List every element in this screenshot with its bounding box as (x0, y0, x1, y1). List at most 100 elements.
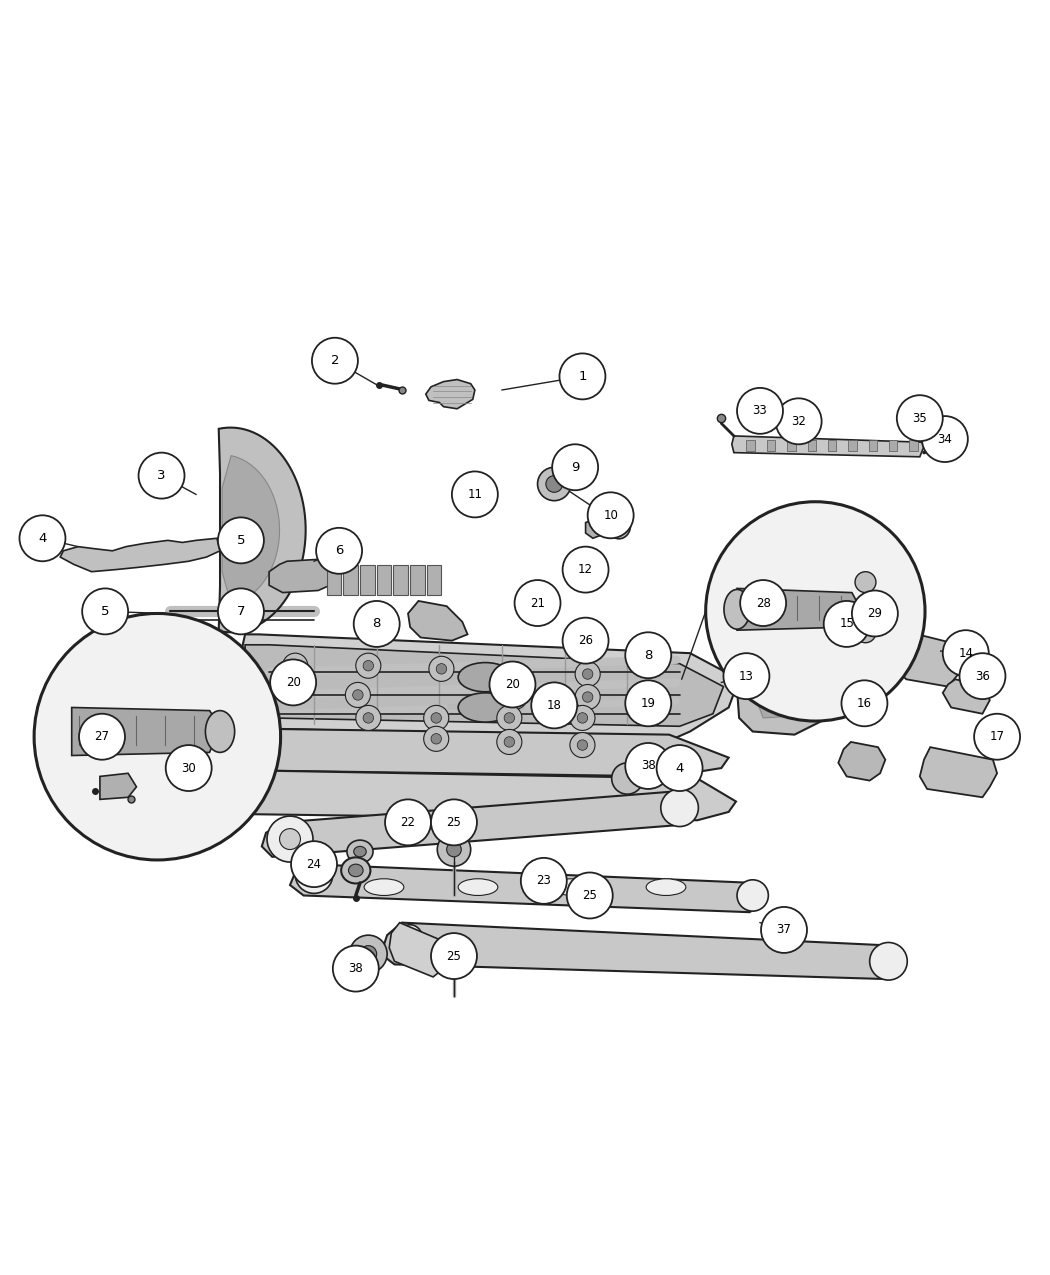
Circle shape (356, 705, 381, 731)
Circle shape (267, 816, 313, 862)
Polygon shape (360, 565, 375, 594)
Text: 38: 38 (349, 963, 363, 975)
Circle shape (509, 669, 520, 680)
Polygon shape (100, 773, 136, 799)
Circle shape (424, 705, 448, 731)
Circle shape (82, 588, 128, 635)
Circle shape (437, 803, 470, 836)
Circle shape (291, 842, 337, 887)
Polygon shape (892, 632, 962, 687)
Text: 5: 5 (236, 534, 245, 547)
Circle shape (446, 843, 461, 857)
Circle shape (737, 388, 783, 434)
Text: 23: 23 (537, 875, 551, 887)
Circle shape (575, 662, 601, 687)
Circle shape (312, 338, 358, 384)
Polygon shape (290, 864, 768, 912)
Circle shape (761, 907, 807, 952)
Polygon shape (732, 436, 924, 456)
Text: 5: 5 (101, 604, 109, 618)
Text: 13: 13 (739, 669, 754, 682)
Circle shape (588, 492, 633, 538)
Bar (788, 440, 796, 450)
Text: 7: 7 (236, 604, 245, 618)
Circle shape (509, 692, 520, 703)
Text: 4: 4 (38, 532, 46, 544)
Text: 21: 21 (530, 597, 545, 609)
Circle shape (452, 472, 498, 518)
Circle shape (567, 872, 613, 918)
Text: 33: 33 (753, 404, 768, 417)
Text: 26: 26 (579, 634, 593, 648)
Polygon shape (586, 515, 611, 538)
Bar (766, 440, 775, 450)
Circle shape (345, 682, 371, 708)
Polygon shape (390, 923, 446, 977)
Polygon shape (377, 565, 392, 594)
Polygon shape (207, 728, 729, 776)
Text: 3: 3 (158, 469, 166, 482)
Text: 24: 24 (307, 858, 321, 871)
Text: 19: 19 (640, 697, 656, 710)
Circle shape (852, 590, 898, 636)
Text: 9: 9 (571, 460, 580, 474)
Polygon shape (736, 617, 888, 734)
Text: 25: 25 (446, 816, 461, 829)
Ellipse shape (397, 924, 423, 956)
Ellipse shape (364, 878, 404, 895)
Polygon shape (408, 601, 467, 640)
Circle shape (521, 858, 567, 904)
Circle shape (428, 657, 454, 681)
Polygon shape (71, 708, 220, 756)
Text: 1: 1 (579, 370, 587, 382)
Circle shape (218, 588, 264, 635)
Polygon shape (212, 770, 736, 820)
Circle shape (625, 632, 671, 678)
Polygon shape (269, 560, 339, 593)
Text: 28: 28 (756, 597, 771, 609)
Circle shape (316, 528, 362, 574)
Text: 4: 4 (675, 761, 684, 774)
Polygon shape (920, 747, 997, 797)
Text: 27: 27 (94, 731, 109, 743)
Text: 36: 36 (975, 669, 990, 682)
Circle shape (841, 681, 887, 727)
Circle shape (823, 601, 869, 646)
Circle shape (531, 682, 578, 728)
Text: 29: 29 (867, 607, 882, 620)
Circle shape (295, 856, 333, 894)
Circle shape (578, 713, 588, 723)
Text: 32: 32 (792, 414, 806, 428)
Circle shape (350, 935, 387, 973)
Ellipse shape (458, 692, 512, 722)
Bar (889, 440, 898, 450)
Circle shape (776, 398, 821, 444)
Polygon shape (218, 427, 306, 632)
Circle shape (897, 395, 943, 441)
Circle shape (354, 601, 400, 646)
Text: 2: 2 (331, 354, 339, 367)
Polygon shape (230, 635, 739, 738)
Text: 11: 11 (467, 488, 482, 501)
Circle shape (737, 880, 769, 912)
Bar (807, 440, 816, 450)
Ellipse shape (458, 878, 498, 895)
Text: 12: 12 (579, 564, 593, 576)
Circle shape (578, 740, 588, 750)
Ellipse shape (546, 476, 563, 492)
Text: 6: 6 (335, 544, 343, 557)
Text: 34: 34 (938, 432, 952, 445)
Circle shape (563, 617, 609, 663)
Polygon shape (327, 565, 341, 594)
Text: 16: 16 (857, 697, 872, 710)
Bar (909, 440, 918, 450)
Ellipse shape (723, 589, 750, 629)
Circle shape (660, 789, 698, 826)
Circle shape (270, 659, 316, 705)
Circle shape (363, 660, 374, 671)
Circle shape (855, 595, 876, 617)
Circle shape (497, 705, 522, 731)
Polygon shape (943, 680, 990, 714)
Circle shape (385, 799, 430, 845)
Circle shape (960, 653, 1006, 699)
